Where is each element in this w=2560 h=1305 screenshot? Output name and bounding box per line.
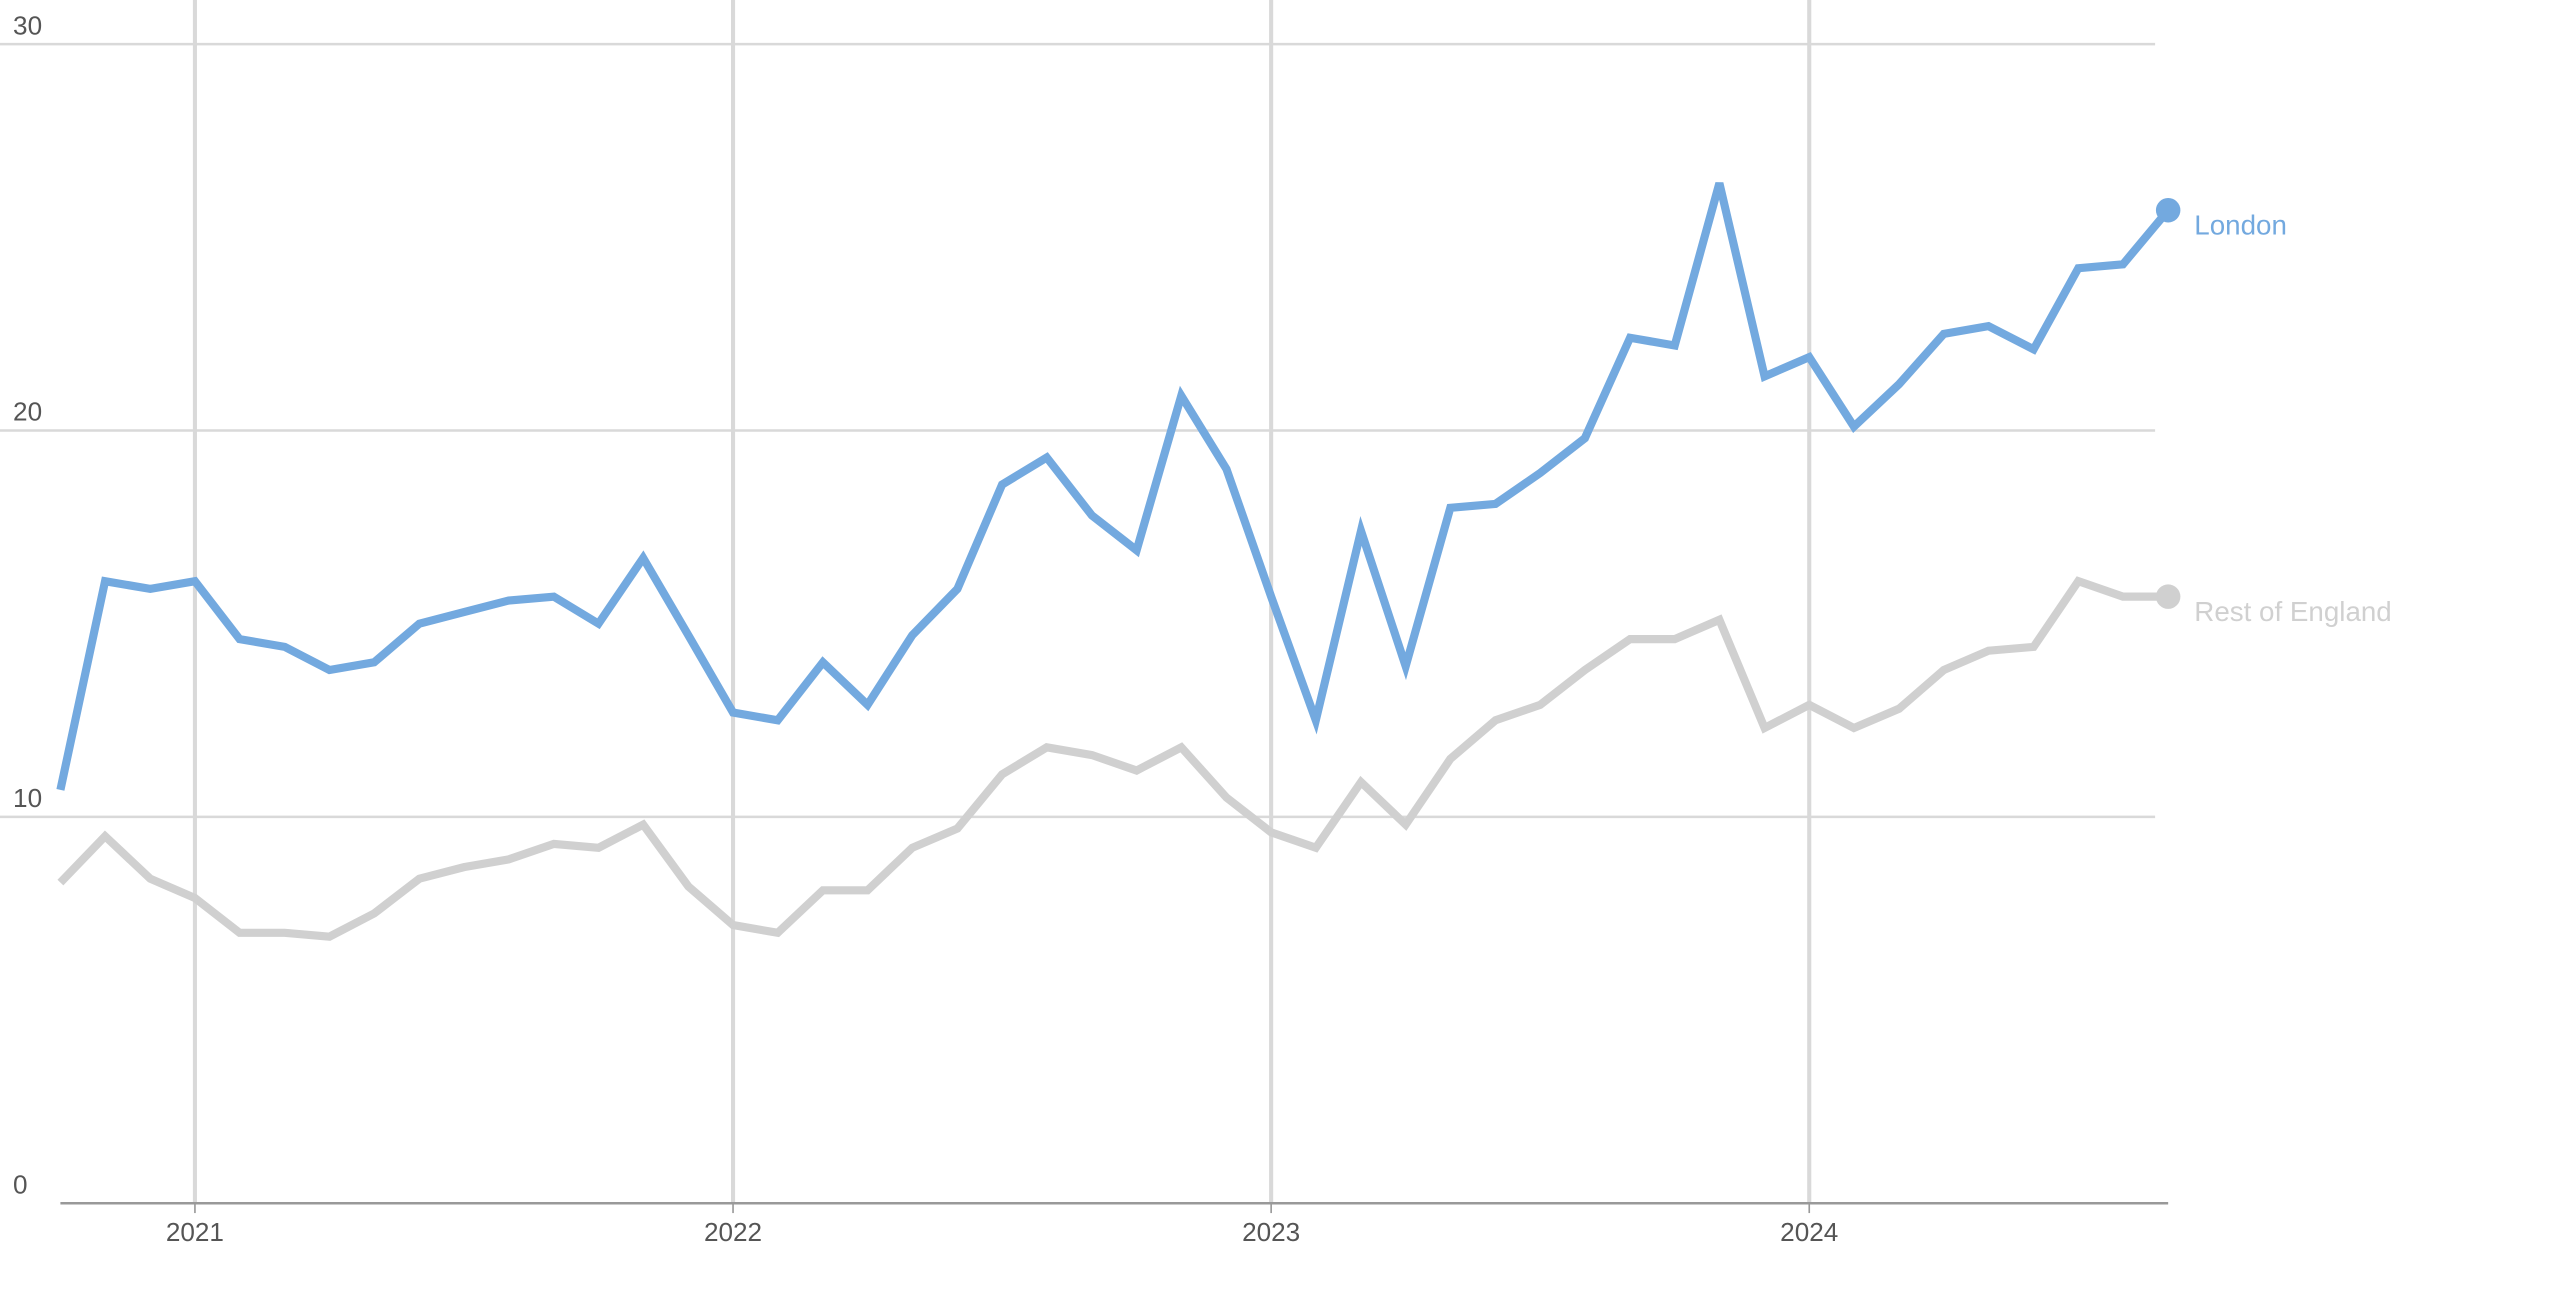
y-tick-label: 0 bbox=[13, 1169, 28, 1199]
end-dot bbox=[2155, 197, 2181, 223]
series-line bbox=[56, 182, 2172, 791]
y-tick-label: 30 bbox=[13, 10, 42, 40]
x-tick-label: 2021 bbox=[166, 1217, 224, 1247]
x-tick-label: 2022 bbox=[704, 1217, 762, 1247]
y-tick-label: 20 bbox=[13, 397, 42, 427]
series-label: London bbox=[2194, 210, 2287, 241]
series-label: Rest of England bbox=[2194, 596, 2391, 627]
end-dot bbox=[2155, 584, 2181, 609]
series-line bbox=[57, 576, 2169, 941]
y-tick-label: 10 bbox=[13, 783, 42, 813]
x-tick-label: 2024 bbox=[1780, 1217, 1838, 1247]
x-tick-label: 2023 bbox=[1242, 1217, 1300, 1247]
